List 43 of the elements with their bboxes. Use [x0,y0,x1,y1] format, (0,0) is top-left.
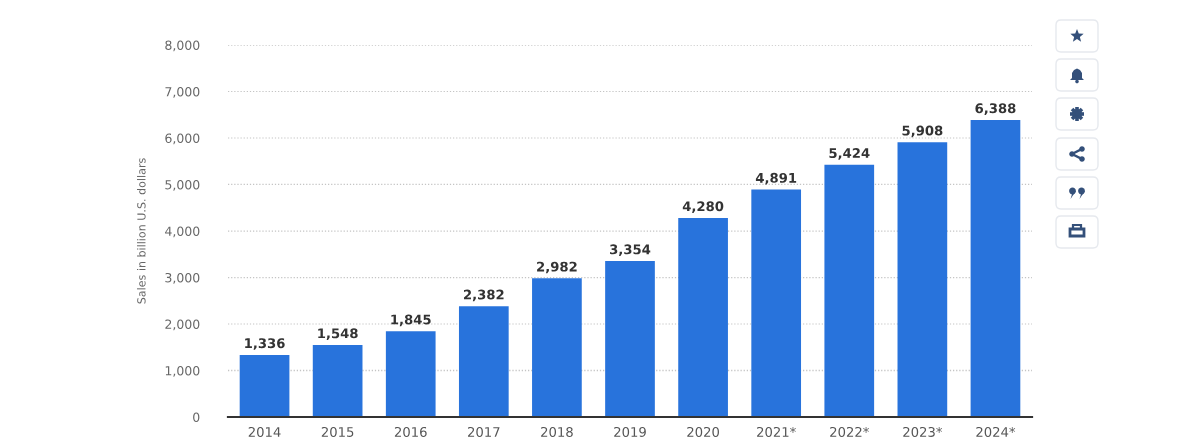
x-tick-label: 2020 [687,426,719,437]
y-axis-title: Sales in billion U.S. dollars [137,158,146,304]
x-tick-label: 2019 [614,426,646,437]
bar [678,217,728,417]
data-label: 4,280 [682,201,724,213]
data-label: 1,548 [318,328,358,340]
y-tick-label: 6,000 [165,133,200,145]
data-label: 6,388 [975,103,1016,115]
bar [824,164,875,417]
bar [385,331,436,417]
data-label: 2,382 [463,289,504,302]
y-tick-label: 1,000 [165,365,200,377]
x-tick-label: 2022* [830,426,869,437]
x-tick-label: 2015 [321,426,354,437]
data-label: 1,336 [245,338,285,350]
data-label: 2,982 [537,261,577,274]
y-tick-label: 3,000 [165,272,200,284]
y-tick-label: 0 [193,412,200,422]
x-tick-label: 2021* [757,426,796,437]
bar [532,278,582,417]
data-label: 3,354 [610,244,651,256]
bar [970,119,1021,417]
data-label: 5,424 [829,148,870,160]
bar [897,142,948,417]
x-tick-label: 2024* [976,426,1016,437]
y-tick-label: 8,000 [165,40,200,52]
bar [751,189,802,417]
x-tick-label: 2017 [468,426,500,437]
bar [458,306,509,417]
x-tick-label: 2014 [248,426,281,437]
data-label: 5,908 [902,125,943,138]
y-tick-label: 5,000 [165,179,200,191]
y-tick-label: 2,000 [165,319,200,331]
data-label: 1,845 [391,314,431,327]
bar [312,345,363,417]
x-tick-label: 2023* [903,426,943,437]
data-label: 4,891 [755,172,797,185]
x-tick-label: 2016 [394,426,427,437]
x-tick-label: 2018 [541,426,573,437]
y-tick-label: 7,000 [165,86,200,98]
bar [239,354,290,417]
bar [605,261,655,417]
y-tick-label: 4,000 [165,226,200,238]
